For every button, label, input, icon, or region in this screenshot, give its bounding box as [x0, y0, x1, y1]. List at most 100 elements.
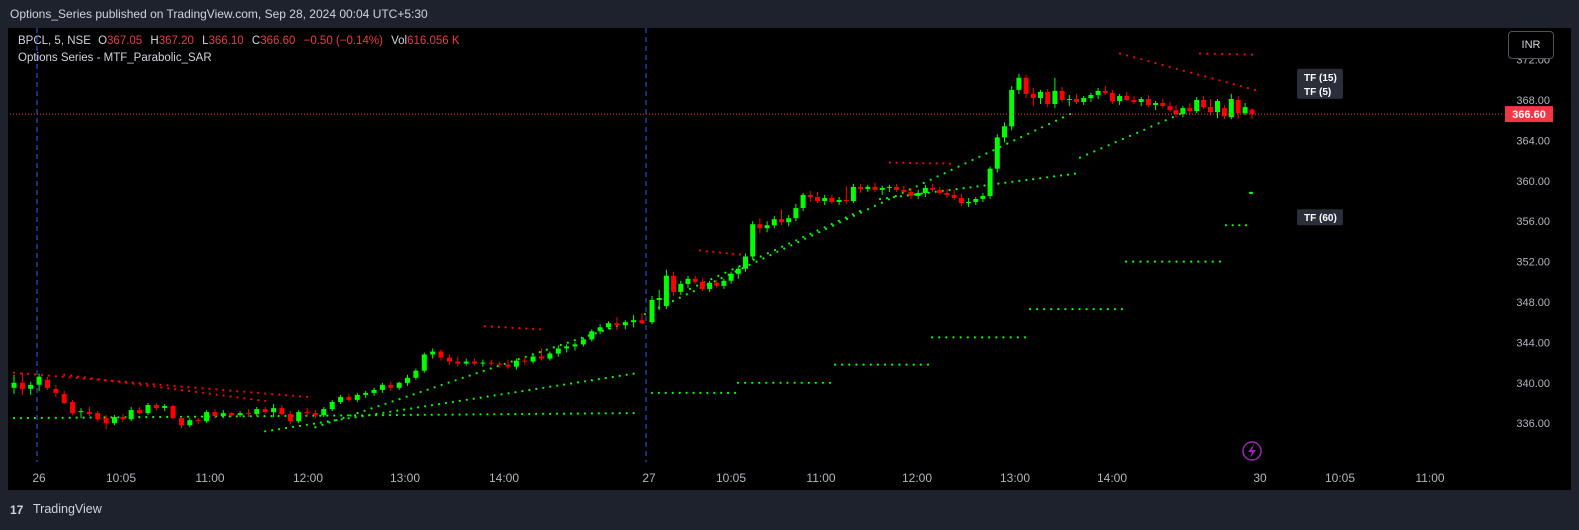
- sar-dot: [717, 274, 720, 277]
- sar-dot: [402, 413, 405, 417]
- chart-frame[interactable]: [8, 28, 1571, 490]
- candle-body: [45, 379, 50, 388]
- sar-dot: [291, 425, 295, 428]
- sar-dot: [738, 265, 741, 268]
- sar-dot: [482, 369, 485, 372]
- sar-dot: [507, 392, 510, 395]
- sar-dot: [919, 363, 922, 366]
- sar-dot: [800, 381, 803, 384]
- chart-legend: BPCL, 5, NSE O367.05 H367.20 L366.10 C36…: [18, 35, 465, 69]
- sar-dot: [159, 383, 162, 386]
- sar-dot: [926, 363, 930, 366]
- sar-dot: [725, 252, 728, 255]
- sar-dot: [89, 416, 92, 419]
- sar-dot: [444, 401, 447, 405]
- sar-dot: [483, 325, 487, 328]
- symbol-label[interactable]: BPCL, 5, NSE: [18, 35, 91, 47]
- candle-body: [1002, 126, 1007, 138]
- high-label: H: [150, 35, 159, 47]
- sar-dot: [781, 245, 784, 248]
- sar-dot: [430, 404, 434, 407]
- candle-body: [1059, 90, 1065, 100]
- candle-body: [11, 382, 17, 388]
- sar-dot: [472, 397, 475, 400]
- low-value: 366.10: [208, 35, 244, 47]
- candle-body: [894, 186, 900, 190]
- sar-dot: [63, 373, 66, 376]
- sar-dot: [1168, 260, 1171, 263]
- candle-body: [944, 192, 950, 195]
- sar-dot: [823, 226, 826, 229]
- sar-dot: [160, 386, 163, 389]
- y-tick-label: 356.00: [1516, 216, 1550, 228]
- x-tick-label: 13:00: [390, 471, 420, 485]
- sar-dot: [138, 382, 141, 385]
- sar-dot: [1106, 308, 1109, 311]
- y-tick-label: 364.00: [1516, 135, 1550, 147]
- sar-dot: [733, 391, 737, 394]
- sar-dot: [597, 412, 600, 415]
- sar-dot: [643, 313, 647, 316]
- sar-dot: [1114, 141, 1117, 144]
- candle-body: [994, 137, 1000, 169]
- sar-dot: [1100, 147, 1103, 150]
- sar-dot: [844, 216, 847, 219]
- sar-dot: [566, 341, 569, 344]
- sar-dot: [1197, 260, 1200, 263]
- sar-dot: [594, 332, 597, 335]
- sar-dot: [738, 253, 742, 256]
- sar-dot: [549, 412, 552, 415]
- sar-dot: [319, 421, 322, 424]
- sar-dot: [1027, 132, 1030, 135]
- sar-dot: [1175, 260, 1178, 263]
- x-tick-label: 11:00: [806, 471, 835, 485]
- candle-body: [1131, 100, 1137, 102]
- sar-dot: [1154, 62, 1157, 65]
- y-tick-label: 344.00: [1516, 337, 1550, 349]
- sar-dot: [285, 426, 288, 430]
- candle-body: [829, 198, 835, 202]
- candlestick-chart[interactable]: 336.00 340.00 344.00 348.00 352.00 356.00 360.…: [0, 0, 1579, 500]
- x-tick-label: 12:00: [902, 471, 932, 485]
- x-tick-label: 12:00: [293, 471, 323, 485]
- candle-body: [388, 384, 394, 388]
- candle-body: [78, 411, 84, 413]
- sar-dot: [486, 395, 489, 398]
- sar-dot: [685, 391, 688, 394]
- currency-button[interactable]: INR: [1508, 31, 1554, 59]
- candle-body: [901, 189, 907, 192]
- candle-body: [1066, 99, 1072, 100]
- sar-dot: [1004, 181, 1007, 184]
- sar-dot: [465, 398, 468, 401]
- sar-dot: [688, 287, 692, 290]
- candle-body: [1074, 99, 1079, 102]
- tradingview-brand[interactable]: TradingView: [33, 502, 102, 516]
- sar-dot: [583, 380, 587, 383]
- sar-dot: [489, 367, 492, 370]
- sar-dot: [1046, 176, 1049, 179]
- open-label: O: [98, 35, 108, 47]
- indicator-name[interactable]: Options Series - MTF_Parabolic_SAR: [18, 52, 212, 64]
- sar-dot: [848, 363, 851, 366]
- sar-dot: [111, 380, 114, 383]
- candle-body: [304, 412, 310, 414]
- sar-dot: [388, 414, 392, 417]
- sar-dot: [678, 296, 681, 299]
- candle-body: [1228, 99, 1234, 118]
- sar-dot: [479, 413, 482, 416]
- sar-dot: [724, 271, 727, 274]
- candle-body: [379, 384, 385, 390]
- sar-dot: [1113, 308, 1116, 311]
- sar-dot: [751, 381, 754, 384]
- sar-dot: [562, 412, 566, 415]
- sar-dot: [898, 363, 901, 366]
- candle-body: [699, 281, 705, 289]
- candle-body: [1081, 98, 1087, 102]
- sar-dot: [1182, 260, 1185, 263]
- sar-dot: [493, 413, 496, 416]
- sar-dot: [671, 299, 675, 303]
- candle-body: [246, 413, 251, 415]
- sar-dot: [1016, 336, 1019, 339]
- candle-body: [112, 417, 117, 424]
- candle-body: [455, 361, 461, 364]
